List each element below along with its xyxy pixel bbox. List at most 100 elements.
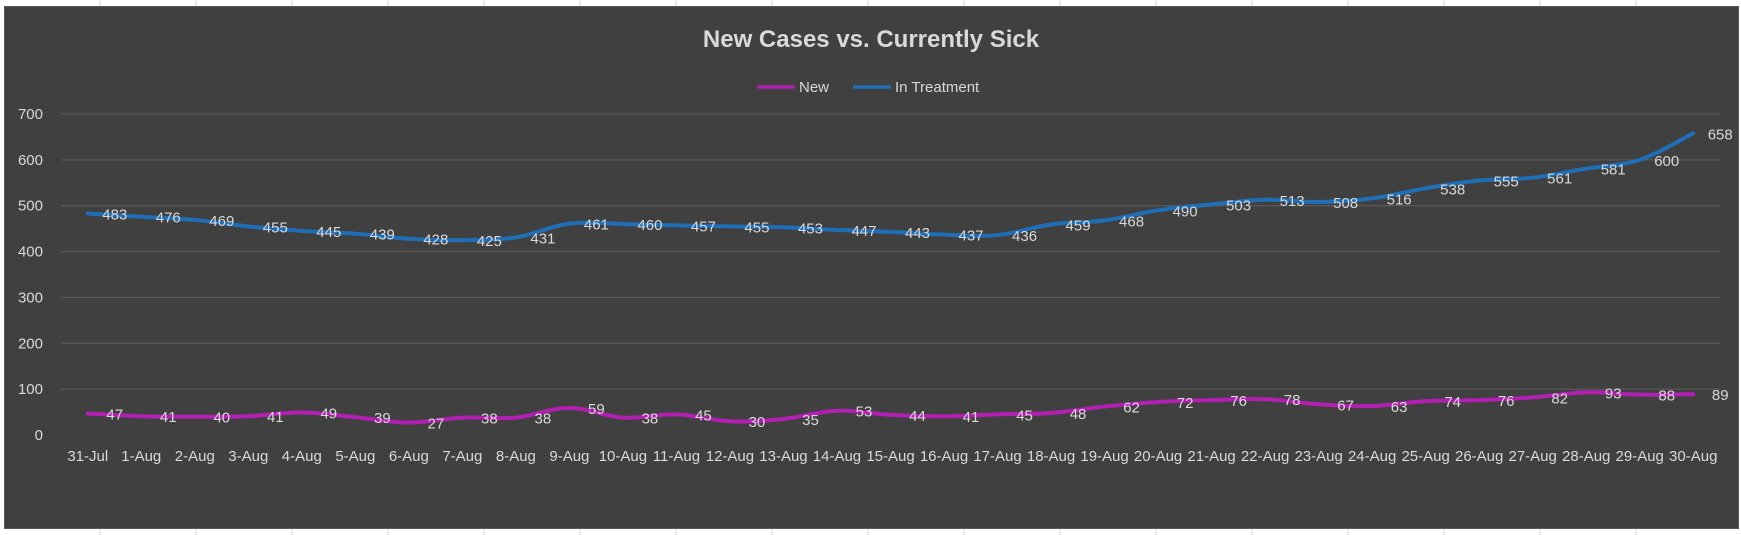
data-point-new bbox=[835, 409, 839, 413]
data-point-new bbox=[781, 417, 785, 421]
data-label-new: 38 bbox=[642, 411, 659, 428]
data-point-new bbox=[567, 406, 571, 410]
x-tick-label: 22-Aug bbox=[1241, 448, 1289, 465]
data-point-in-treatment bbox=[193, 218, 197, 222]
data-point-in-treatment bbox=[996, 233, 1000, 237]
y-tick-label: 600 bbox=[18, 152, 43, 169]
x-axis: 31-Jul 1-Aug 2-Aug 3-Aug 4-Aug 5-Aug 6-Aug 7-Au… bbox=[67, 448, 1717, 465]
data-point-new bbox=[996, 412, 1000, 416]
data-label-in-treatment: 555 bbox=[1494, 173, 1519, 190]
data-label-in-treatment: 503 bbox=[1226, 197, 1251, 214]
x-tick-label: 4-Aug bbox=[282, 448, 322, 465]
data-label-in-treatment: 453 bbox=[798, 220, 823, 237]
data-label-in-treatment: 513 bbox=[1280, 193, 1305, 210]
series-layer bbox=[85, 131, 1696, 425]
x-tick-label: 28-Aug bbox=[1562, 448, 1610, 465]
data-label-new: 67 bbox=[1337, 397, 1354, 414]
data-label-new: 40 bbox=[213, 410, 230, 427]
data-label-new: 38 bbox=[481, 411, 498, 428]
data-point-new bbox=[460, 416, 464, 420]
data-point-in-treatment bbox=[621, 222, 625, 226]
data-label-in-treatment: 468 bbox=[1119, 213, 1144, 230]
data-point-in-treatment bbox=[246, 224, 250, 228]
data-label-in-treatment: 516 bbox=[1387, 191, 1412, 208]
data-point-new bbox=[728, 419, 732, 423]
data-point-new bbox=[1103, 405, 1107, 409]
data-point-in-treatment bbox=[1584, 167, 1588, 171]
data-label-new: 45 bbox=[695, 407, 712, 424]
line-chart: New Cases vs. Currently Sick New In Trea… bbox=[18, 26, 1733, 465]
data-label-in-treatment: 447 bbox=[851, 223, 876, 240]
data-point-in-treatment bbox=[1691, 131, 1695, 135]
data-point-in-treatment bbox=[139, 215, 143, 219]
data-point-new bbox=[1584, 390, 1588, 394]
x-tick-label: 31-Jul bbox=[67, 448, 108, 465]
x-tick-label: 17-Aug bbox=[973, 448, 1021, 465]
data-point-new bbox=[1531, 395, 1535, 399]
data-label-new: 62 bbox=[1123, 400, 1140, 417]
data-label-in-treatment: 437 bbox=[959, 228, 984, 245]
data-point-in-treatment bbox=[1531, 176, 1535, 180]
data-label-in-treatment: 490 bbox=[1173, 203, 1198, 220]
data-point-in-treatment bbox=[300, 229, 304, 233]
series-line-in-treatment bbox=[85, 131, 1696, 243]
data-label-in-treatment: 538 bbox=[1440, 181, 1465, 198]
data-point-new bbox=[193, 415, 197, 419]
x-tick-label: 2-Aug bbox=[175, 448, 215, 465]
data-label-new: 63 bbox=[1391, 399, 1408, 416]
chart-area[interactable]: New Cases vs. Currently Sick New In Trea… bbox=[4, 6, 1739, 529]
data-point-new bbox=[246, 414, 250, 418]
data-label-new: 41 bbox=[160, 409, 177, 426]
data-point-in-treatment bbox=[1263, 198, 1267, 202]
gridlines bbox=[61, 113, 1720, 390]
data-point-in-treatment bbox=[86, 212, 90, 216]
data-label-new: 38 bbox=[535, 411, 552, 428]
data-point-in-treatment bbox=[728, 224, 732, 228]
data-point-new bbox=[514, 416, 518, 420]
x-tick-label: 10-Aug bbox=[599, 448, 647, 465]
data-point-new bbox=[942, 414, 946, 418]
data-point-new bbox=[407, 421, 411, 425]
x-tick-label: 23-Aug bbox=[1294, 448, 1342, 465]
data-label-in-treatment: 431 bbox=[530, 230, 555, 247]
data-label-new: 45 bbox=[1016, 407, 1033, 424]
data-label-new: 41 bbox=[267, 409, 284, 426]
data-label-new: 89 bbox=[1712, 387, 1729, 404]
data-label-new: 39 bbox=[374, 410, 391, 427]
data-label-new: 41 bbox=[963, 409, 980, 426]
data-point-new bbox=[1691, 392, 1695, 396]
data-label-in-treatment: 658 bbox=[1708, 126, 1733, 143]
data-point-in-treatment bbox=[1370, 196, 1374, 200]
data-point-in-treatment bbox=[1156, 208, 1160, 212]
data-point-new bbox=[621, 416, 625, 420]
data-point-in-treatment bbox=[1103, 218, 1107, 222]
data-point-new bbox=[300, 411, 304, 415]
data-label-new: 74 bbox=[1444, 394, 1461, 411]
data-point-new bbox=[1424, 399, 1428, 403]
x-tick-label: 6-Aug bbox=[389, 448, 429, 465]
data-label-new: 53 bbox=[856, 404, 873, 421]
data-label-new: 76 bbox=[1230, 393, 1247, 410]
x-tick-label: 14-Aug bbox=[813, 448, 861, 465]
data-point-new bbox=[889, 413, 893, 417]
x-tick-label: 15-Aug bbox=[866, 448, 914, 465]
data-point-new bbox=[139, 414, 143, 418]
data-point-new bbox=[1317, 402, 1321, 406]
data-point-in-treatment bbox=[942, 233, 946, 237]
data-label-new: 27 bbox=[428, 416, 445, 433]
data-label-in-treatment: 508 bbox=[1333, 195, 1358, 212]
data-label-in-treatment: 460 bbox=[637, 217, 662, 234]
data-label-new: 35 bbox=[802, 412, 819, 429]
y-tick-label: 0 bbox=[35, 427, 43, 444]
data-label-in-treatment: 483 bbox=[102, 207, 127, 224]
data-label-in-treatment: 428 bbox=[423, 232, 448, 249]
data-point-in-treatment bbox=[1424, 186, 1428, 190]
data-point-new bbox=[1638, 393, 1642, 397]
data-label-new: 76 bbox=[1498, 393, 1515, 410]
data-label-in-treatment: 600 bbox=[1654, 153, 1679, 170]
data-point-new bbox=[1210, 398, 1214, 402]
x-tick-label: 30-Aug bbox=[1669, 448, 1717, 465]
data-point-in-treatment bbox=[460, 238, 464, 242]
data-point-in-treatment bbox=[353, 232, 357, 236]
data-label-in-treatment: 476 bbox=[156, 210, 181, 227]
